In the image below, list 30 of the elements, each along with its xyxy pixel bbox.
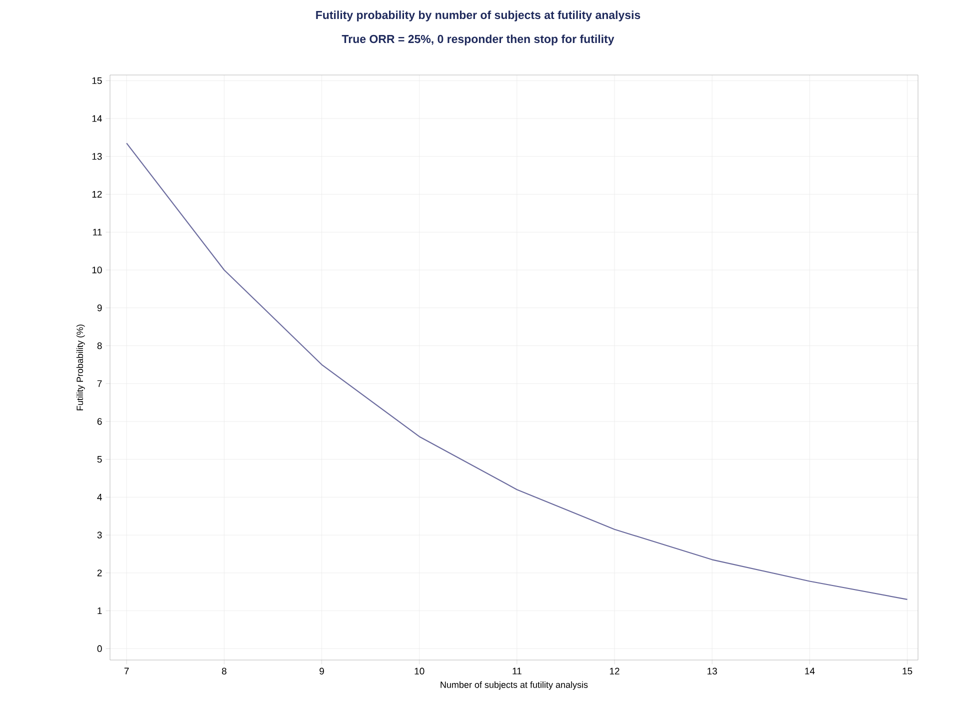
y-tick-label: 9 (97, 304, 102, 312)
y-tick-label: 0 (97, 645, 102, 652)
chart-subtitle: True ORR = 25%, 0 responder then stop for futility (342, 34, 614, 46)
x-tick-label: 15 (902, 668, 912, 674)
y-tick-label: 8 (97, 342, 102, 350)
y-tick-label: 3 (97, 532, 102, 538)
x-axis-title: Number of subjects at futility analysis (440, 681, 588, 690)
x-tick-label: 10 (414, 668, 424, 674)
y-tick-label: 6 (97, 418, 102, 425)
x-tick-label: 9 (320, 668, 324, 674)
y-tick-label: 2 (97, 570, 102, 576)
y-tick-label: 12 (92, 190, 102, 198)
x-tick-label: 14 (805, 668, 815, 674)
y-tick-label: 7 (97, 380, 102, 387)
y-axis-title: Futility Probability (%) (76, 324, 85, 410)
y-tick-label: 11 (93, 228, 102, 236)
y-tick-label: 10 (92, 266, 102, 274)
y-tick-label: 4 (97, 494, 102, 500)
y-tick-label: 1 (98, 608, 102, 614)
y-tick-label: 5 (97, 456, 102, 463)
line-series (126, 142, 908, 600)
y-tick-label: 14 (92, 115, 102, 122)
y-tick-label: 13 (92, 153, 102, 160)
chart-title: Futility probability by number of subjects at futility analysis (316, 10, 640, 22)
x-tick-label: 13 (708, 668, 717, 674)
x-tick-label: 11 (512, 668, 522, 674)
y-tick-label: 15 (92, 77, 102, 84)
x-tick-label: 8 (222, 668, 226, 674)
x-tick-label: 12 (610, 668, 620, 674)
x-tick-label: 7 (124, 668, 129, 674)
